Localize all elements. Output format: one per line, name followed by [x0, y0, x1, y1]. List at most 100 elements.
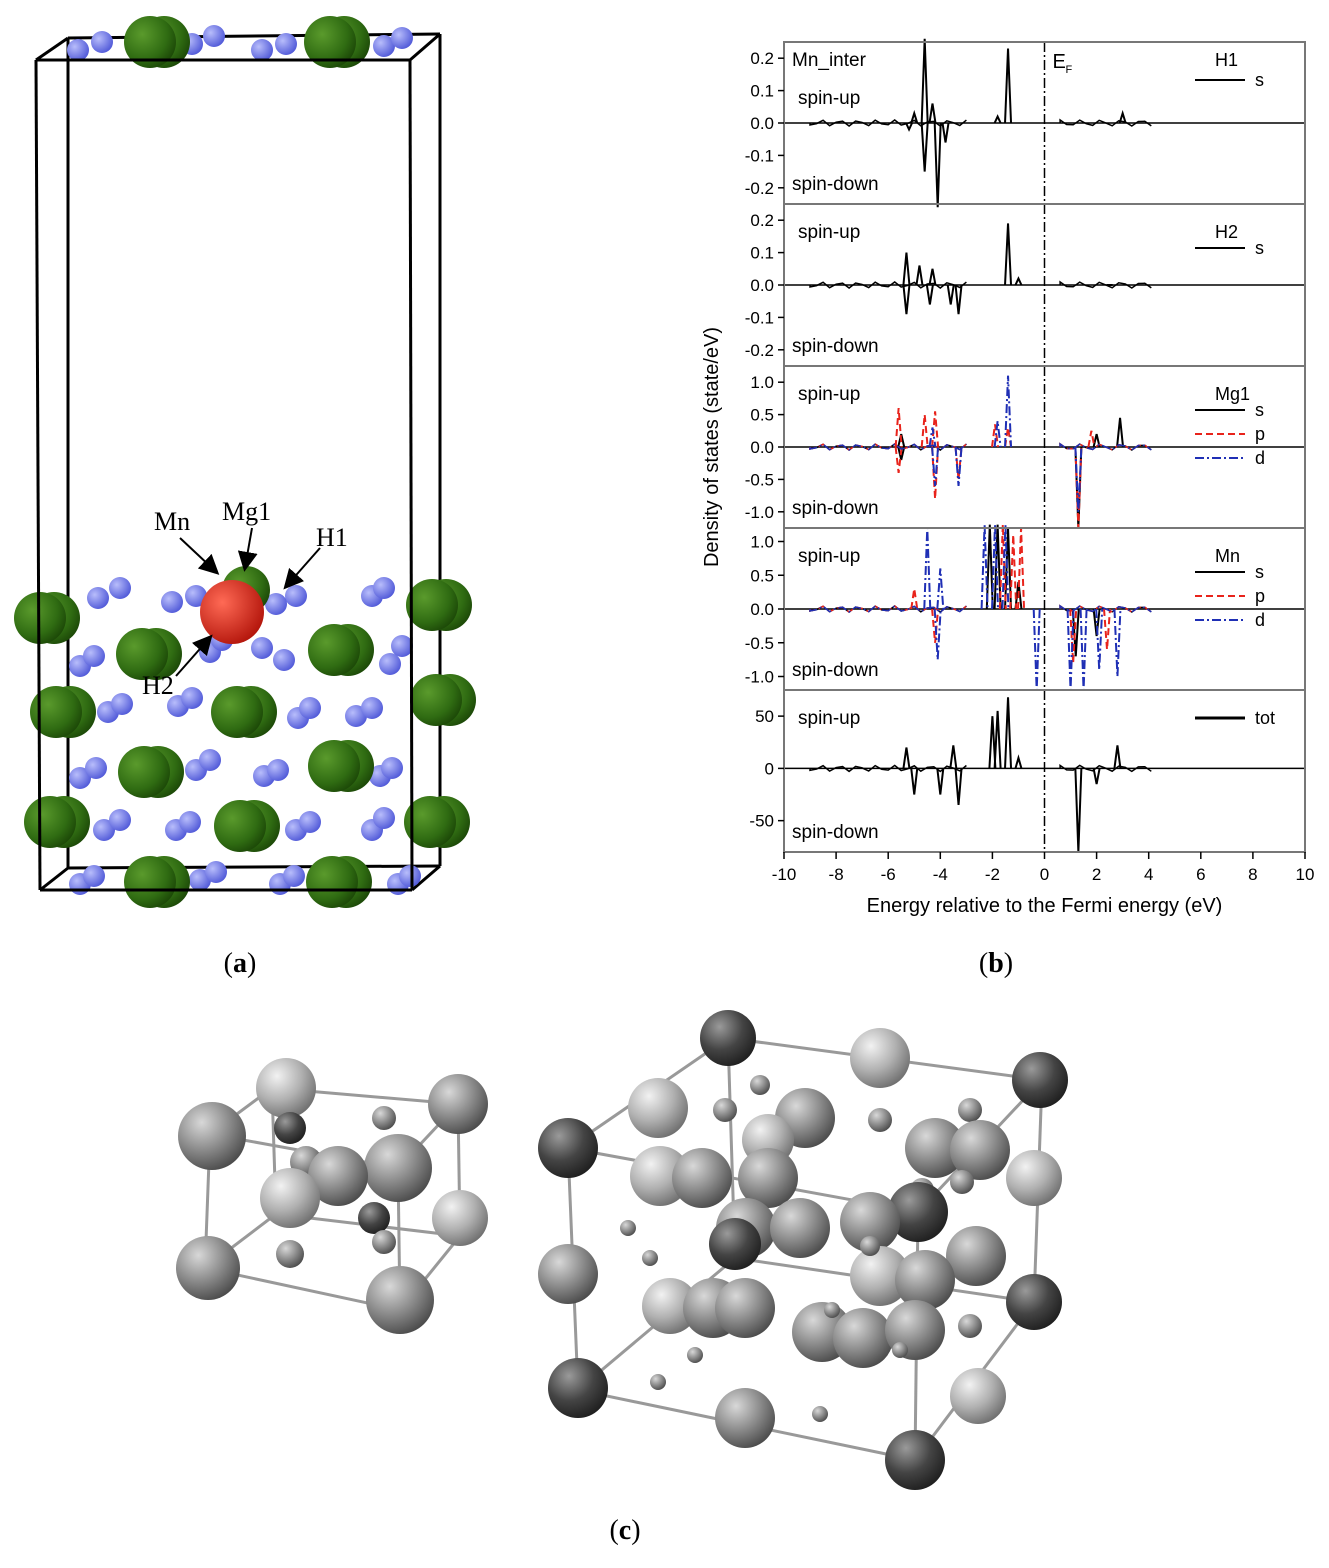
dos-peak-Mn-p [1069, 608, 1078, 664]
dos-peak-Mg1-p [894, 446, 903, 474]
dos-peak-Mg1-s [1116, 417, 1125, 448]
x-tick-label: -4 [933, 865, 948, 884]
x-tick-label: 4 [1144, 865, 1153, 884]
x-tick-label: -10 [772, 865, 797, 884]
atom-sphere [372, 1230, 396, 1254]
dos-peak-H2-s [954, 284, 963, 315]
dos-peak-Mn-d [1079, 608, 1088, 691]
dos-band-tot-tot [809, 763, 1152, 773]
dos-peak-H1-s [993, 114, 1002, 124]
panel-b: 0.2 0.1 0.0 -0.1 -0.2 spin-up spin-down Mn_inte… [690, 30, 1329, 990]
h-atom [85, 757, 107, 779]
atom-sphere [958, 1314, 982, 1338]
dos-band-Mg1-d [809, 442, 1152, 451]
spin-up-label: spin-up [798, 88, 860, 109]
h-atom [373, 577, 395, 599]
atom-sphere [888, 1182, 948, 1242]
dos-peak-tot-tot [1074, 768, 1083, 853]
mg-atom [308, 624, 360, 676]
mg-atom [116, 628, 168, 680]
h-atom [379, 653, 401, 675]
h-atom [285, 585, 307, 607]
dos-peak-Mg1-d [993, 420, 1002, 448]
atom-sphere [364, 1134, 432, 1202]
spin-up-label: spin-up [798, 384, 860, 405]
atom-sphere [750, 1075, 770, 1095]
atom-sphere [715, 1278, 775, 1338]
atom-sphere [628, 1078, 688, 1138]
dos-peak-tot-tot [949, 745, 958, 769]
y-tick-label: 0.2 [750, 211, 774, 230]
x-tick-label: 8 [1248, 865, 1257, 884]
x-tick-label: -2 [985, 865, 1000, 884]
dos-peak-tot-tot [954, 768, 963, 806]
atoms-layer [14, 16, 476, 908]
y-tick-label: -1.0 [745, 668, 774, 687]
y-tick-label: -50 [749, 812, 774, 831]
dos-peak-tot-tot [988, 716, 997, 769]
dos-peak-Mn-s [985, 524, 994, 610]
h-atom [161, 591, 183, 613]
dos-peak-Mn-d [991, 524, 1000, 610]
y-tick-label: -0.2 [745, 179, 774, 198]
h-atom [267, 759, 289, 781]
h-atom [203, 25, 225, 47]
atom-sphere [950, 1368, 1006, 1424]
spin-down-label: spin-down [792, 498, 879, 519]
atom-sphere [366, 1266, 434, 1334]
atom-sphere [860, 1236, 880, 1256]
atom-sphere [738, 1148, 798, 1208]
dos-peak-H2-s [902, 284, 911, 315]
dos-peak-H2-s [946, 284, 955, 305]
label-h2: H2 [142, 671, 174, 700]
dos-band-H1-s [809, 118, 1152, 127]
dos-peak-H1-s [1118, 109, 1127, 124]
panel-c: (c) [0, 1000, 1329, 1568]
y-tick-label: 0.5 [750, 406, 774, 425]
atom-sphere [850, 1246, 910, 1306]
h-atom [299, 811, 321, 833]
dos-peak-tot-tot [1092, 768, 1101, 785]
mg-atom [24, 796, 76, 848]
structure-a: Mn Mg1 H1 H2 [14, 16, 476, 908]
spin-down-label: spin-down [792, 336, 879, 357]
mg-atom [124, 16, 176, 68]
h-atom [299, 697, 321, 719]
x-tick-label: 2 [1092, 865, 1101, 884]
atom-label-H1: H1 [1215, 50, 1238, 70]
dos-peak-Mg1-d [928, 427, 937, 448]
dos-peak-H1-s [933, 122, 942, 208]
dos-peak-Mg1-p [931, 411, 940, 448]
dos-peak-H2-s [915, 265, 924, 286]
h-atom [199, 749, 221, 771]
y-tick-label: 0 [765, 759, 774, 778]
dos-peak-Mn-p [1103, 608, 1112, 650]
dos-peak-H1-s [920, 122, 929, 172]
atom-sphere [432, 1190, 488, 1246]
mg-atom [410, 674, 462, 726]
h-atom [83, 645, 105, 667]
atom-sphere [276, 1240, 304, 1268]
dos-peak-H1-s [1004, 48, 1013, 124]
atom-sphere [260, 1168, 320, 1228]
dos-peak-tot-tot [1113, 745, 1122, 769]
dos-peak-Mn-d [1113, 608, 1122, 677]
atom-sphere [650, 1374, 666, 1390]
h-atom [83, 865, 105, 887]
legend-label-d: d [1255, 610, 1265, 630]
h-atom [109, 577, 131, 599]
y-tick-label: 1.0 [750, 533, 774, 552]
atom-sphere [538, 1118, 598, 1178]
legend-label-s: s [1255, 238, 1264, 258]
h-atom [265, 593, 287, 615]
dos-peak-Mn-d [923, 527, 932, 610]
dos-peak-tot-tot [993, 710, 1002, 769]
y-tick-label: 0.5 [750, 566, 774, 585]
atom-sphere [713, 1098, 737, 1122]
h-atom [91, 31, 113, 53]
caption-c: (c) [609, 1515, 641, 1546]
mg-atom [118, 746, 170, 798]
h-atom [205, 861, 227, 883]
dos-peak-Mn-p [1009, 534, 1018, 610]
dos-peak-Mg1-p [920, 414, 929, 448]
